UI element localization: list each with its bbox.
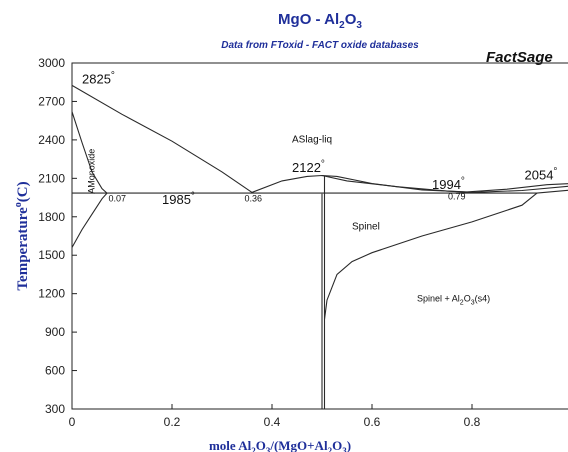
y-tick-label: 1500 — [38, 248, 65, 262]
x-tick-label: 0.2 — [164, 415, 181, 429]
annotation-label: Spinel + Al2O3(s4) — [417, 293, 490, 306]
annotation-label: ASlag-liq — [292, 134, 332, 145]
y-tick-label: 900 — [45, 325, 65, 339]
x-tick-label: 0.6 — [364, 415, 381, 429]
annotation-label: 0.07 — [109, 193, 127, 203]
x-axis-label: mole Al2O3/(MgO+Al2O3) — [209, 438, 351, 452]
phase-boundary-line — [251, 174, 568, 193]
y-axis-label: Temperatureo(C) — [13, 181, 31, 290]
phase-boundary-line — [71, 111, 108, 194]
x-tick-label: 0.8 — [464, 415, 481, 429]
phase-boundary-line — [71, 192, 108, 248]
y-tick-label: 2700 — [38, 94, 65, 108]
annotation-label: 2825° — [82, 71, 115, 87]
y-tick-label: 1200 — [38, 287, 65, 301]
y-tick-label: 2400 — [38, 133, 65, 147]
x-axis: 0 0.2 0.4 0.6 0.8 — [69, 404, 481, 429]
annotation-label: 2122° — [292, 159, 325, 175]
y-tick-label: 1800 — [38, 210, 65, 224]
annotation-label: 1985° — [162, 191, 195, 207]
x-tick-label: 0.4 — [264, 415, 281, 429]
phase-boundary-line — [71, 84, 253, 193]
chart-title: MgO - Al2O3 — [278, 11, 362, 31]
annotation-label: 0.36 — [245, 193, 263, 203]
x-tick-label: 0 — [69, 415, 76, 429]
y-tick-label: 600 — [45, 364, 65, 378]
y-tick-label: 2100 — [38, 171, 65, 185]
phase-boundary-line — [321, 174, 568, 193]
y-tick-label: 300 — [45, 402, 65, 416]
chart-subtitle: Data from FToxid - FACT oxide databases — [221, 40, 419, 51]
phase-boundary-line — [323, 192, 538, 320]
annotation-label: 1994° — [432, 176, 465, 192]
annotation-label: 0.79 — [448, 191, 466, 201]
annotations: 2825° ASlag-liq 2122° 1994° 2054° AMonoxide 0.… — [82, 71, 557, 307]
brand-label: FactSage — [486, 49, 553, 66]
annotation-label: 2054° — [525, 167, 558, 183]
phase-boundaries — [71, 84, 568, 409]
plot-frame — [71, 62, 568, 410]
y-tick-label: 3000 — [38, 56, 65, 70]
annotation-label: AMonoxide — [87, 149, 97, 194]
y-axis: 300 600 900 1200 1500 1800 2100 2400 2700 3000 — [38, 56, 77, 416]
annotation-label: Spinel — [352, 222, 380, 233]
